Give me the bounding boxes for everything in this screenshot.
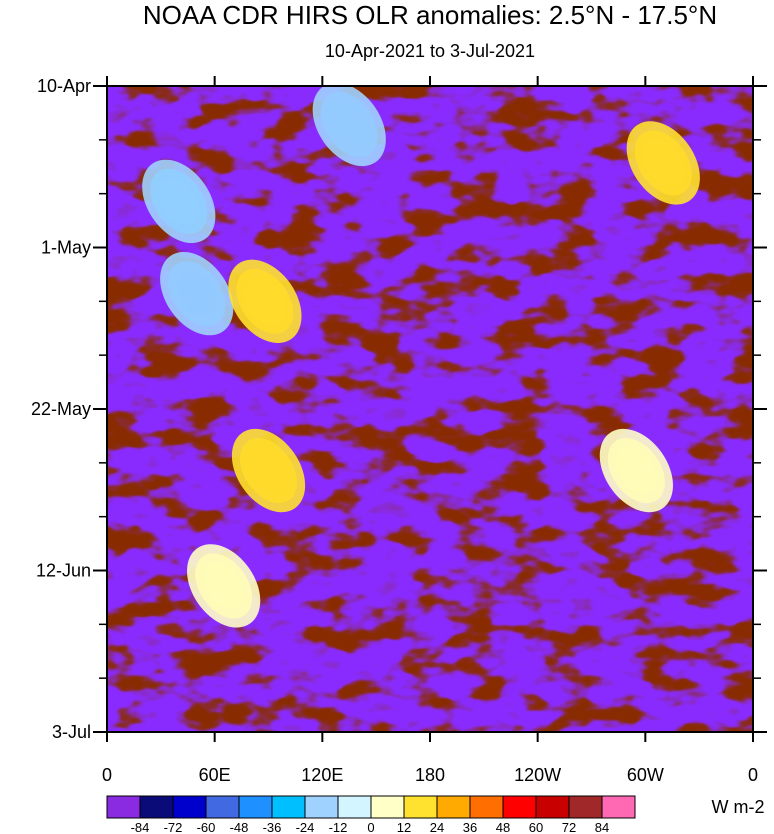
colorbar-swatch (238, 795, 273, 819)
colorbar-level-label: -48 (230, 820, 249, 834)
colorbar-level-label: 72 (562, 820, 576, 834)
x-tick-label: 60E (199, 765, 231, 785)
colorbar-level-label: 0 (367, 820, 374, 834)
colorbar-swatch (337, 795, 372, 819)
colorbar-swatch (403, 795, 438, 819)
anomaly-feature-4-level-0 (231, 428, 306, 513)
anomaly-feature-0-level-0 (160, 251, 234, 336)
anomaly-feature-3-level-0 (228, 259, 302, 343)
x-tick-label: 0 (102, 765, 112, 785)
y-tick-label: 22-May (31, 399, 91, 419)
y-tick-label: 10-Apr (37, 76, 91, 96)
colorbar-level-label: -24 (296, 820, 315, 834)
y-tick-label: 3-Jul (52, 722, 91, 742)
colorbar-swatch (172, 795, 207, 819)
colorbar-swatch (535, 795, 570, 819)
anomaly-field (107, 86, 753, 732)
chart-title: NOAA CDR HIRS OLR anomalies: 2.5°N - 17.… (143, 0, 717, 30)
anomaly-feature-7-level-0 (599, 428, 673, 513)
colorbar-level-label: -84 (131, 820, 150, 834)
colorbar-swatch (502, 795, 537, 819)
x-tick-label: 120E (301, 765, 343, 785)
colorbar-swatch (568, 795, 603, 819)
x-tick-label: 180 (415, 765, 445, 785)
colorbar-level-label: -36 (263, 820, 282, 834)
colorbar-swatch (304, 795, 339, 819)
x-tick-label: 0 (748, 765, 758, 785)
colorbar-level-label: -72 (164, 820, 183, 834)
anomaly-feature-5-level-0 (187, 544, 261, 628)
colorbar-swatch (139, 795, 174, 819)
colorbar-level-label: 60 (529, 820, 543, 834)
colorbar-level-label: 36 (463, 820, 477, 834)
colorbar-level-label: 12 (397, 820, 411, 834)
anomaly-feature-6-level-0 (626, 121, 700, 205)
colorbar-swatch (271, 795, 306, 819)
y-tick-label: 12-Jun (36, 561, 91, 581)
colorbar-unit-label: W m-2 (712, 797, 765, 817)
colorbar-level-label: -12 (329, 820, 348, 834)
colorbar-level-label: -60 (197, 820, 216, 834)
colorbar-swatch (436, 795, 471, 819)
x-tick-label: 60W (627, 765, 664, 785)
y-tick-label: 1-May (41, 238, 91, 258)
colorbar-swatch (106, 795, 141, 819)
x-tick-label: 120W (514, 765, 561, 785)
anomaly-feature-2-level-0 (312, 86, 386, 167)
colorbar-swatch (205, 795, 240, 819)
chart-subtitle: 10-Apr-2021 to 3-Jul-2021 (325, 41, 535, 61)
colorbar-level-label: 48 (496, 820, 510, 834)
colorbar-swatch (601, 795, 636, 819)
colorbar-swatch (370, 795, 405, 819)
colorbar-swatch (469, 795, 504, 819)
colorbar-level-label: 84 (595, 820, 609, 834)
plot-area (106, 85, 754, 733)
anomaly-feature-1-level-0 (142, 159, 216, 244)
colorbar-level-label: 24 (430, 820, 444, 834)
